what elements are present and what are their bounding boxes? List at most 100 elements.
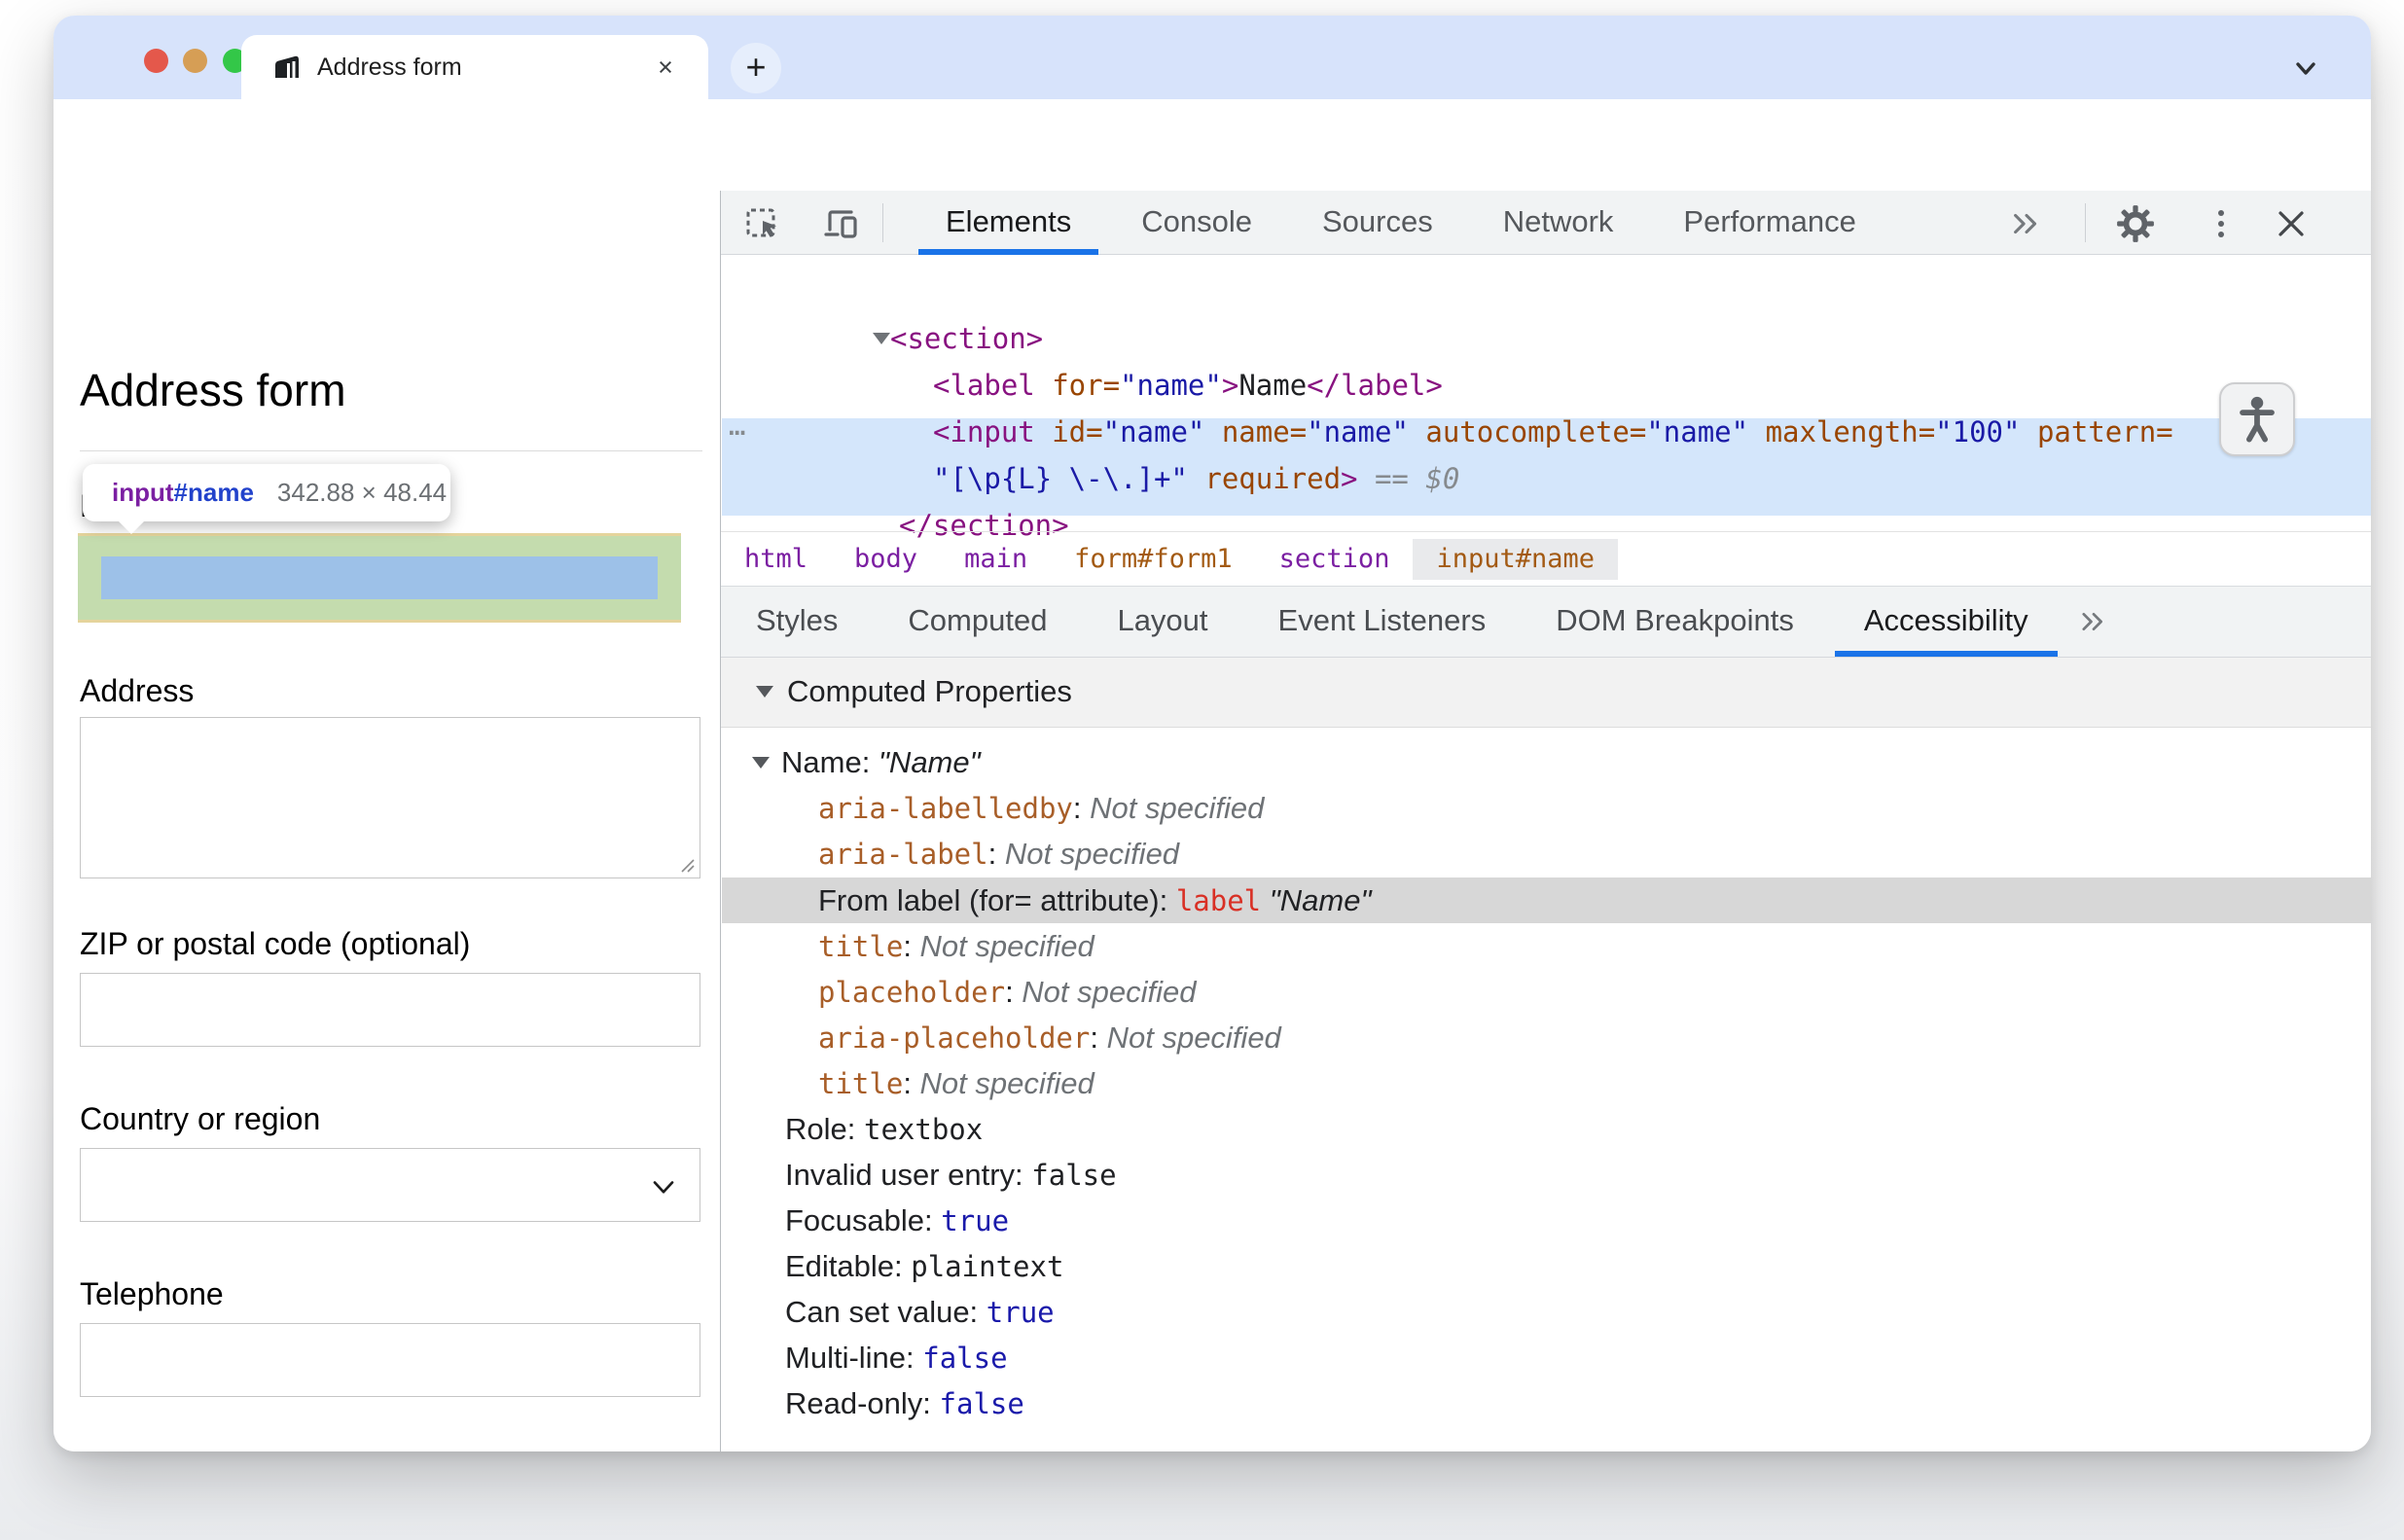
collapse-arrow-icon[interactable] bbox=[756, 686, 773, 698]
inspect-tooltip: input #name 342.88 × 48.44 bbox=[83, 464, 450, 534]
more-panels-button[interactable] bbox=[2005, 202, 2048, 245]
a11y-invalid-row: Invalid user entry: false bbox=[785, 1158, 1117, 1192]
country-label: Country or region bbox=[80, 1101, 321, 1136]
tooltip-dimensions: 342.88 × 48.44 bbox=[276, 478, 448, 507]
selected-node-highlight bbox=[722, 418, 2371, 516]
more-sidebar-tabs-button[interactable] bbox=[2063, 587, 2124, 657]
a11y-source-highlight bbox=[722, 877, 2371, 923]
gear-icon bbox=[2117, 205, 2154, 242]
inspect-highlight-border bbox=[78, 533, 681, 623]
tab-close-icon[interactable]: × bbox=[658, 53, 673, 82]
collapse-arrow-icon[interactable] bbox=[752, 757, 770, 769]
a11y-focusable-row: Focusable: true bbox=[785, 1203, 1010, 1237]
tab-strip-chevron-icon[interactable] bbox=[2286, 49, 2325, 88]
node-more-actions-button[interactable]: ⋯ bbox=[729, 415, 746, 448]
tooltip-arrow bbox=[118, 520, 145, 534]
resize-grip-icon bbox=[681, 859, 695, 873]
page-content: Address form Name input #name 342.88 × 4… bbox=[54, 191, 720, 1451]
a11y-multiline-row: Multi-line: false bbox=[785, 1341, 1008, 1375]
devtools-tab-bar: Elements Console Sources Network Perform… bbox=[911, 191, 1891, 255]
dom-tree: <section> <label for="name">Name</label>… bbox=[721, 255, 2371, 542]
dom-row-label[interactable]: <label for="name">Name</label> bbox=[933, 369, 1443, 402]
address-label: Address bbox=[80, 673, 195, 708]
devtools-toolbar: Elements Console Sources Network Perform… bbox=[721, 191, 2371, 255]
telephone-label: Telephone bbox=[80, 1276, 224, 1311]
page-title: Address form bbox=[80, 365, 346, 415]
inspect-highlight-padding bbox=[78, 536, 681, 620]
browser-tab[interactable]: Address form × bbox=[241, 35, 708, 99]
devtools-close-button[interactable] bbox=[2270, 202, 2313, 245]
sidebar-tab-bar: Styles Computed Layout Event Listeners D… bbox=[721, 586, 2371, 658]
devtools-settings-button[interactable] bbox=[2114, 202, 2157, 245]
a11y-prop-row: title: Not specified bbox=[818, 929, 1094, 963]
tab-dom-breakpoints[interactable]: DOM Breakpoints bbox=[1556, 603, 1794, 637]
dom-row-input-line1[interactable]: <input id="name" name="name" autocomplet… bbox=[933, 415, 2173, 448]
dom-row-section-open[interactable]: <section> bbox=[873, 315, 1043, 362]
kebab-icon bbox=[2218, 210, 2224, 237]
tab-layout[interactable]: Layout bbox=[1117, 603, 1208, 637]
breadcrumb-form[interactable]: form#form1 bbox=[1074, 543, 1233, 574]
dom-row-section-close[interactable]: </section> bbox=[899, 509, 1069, 542]
new-tab-button[interactable]: + bbox=[731, 43, 781, 93]
telephone-input[interactable] bbox=[80, 1323, 700, 1397]
tab-performance[interactable]: Performance bbox=[1683, 204, 1856, 238]
expand-arrow-icon[interactable] bbox=[873, 333, 890, 344]
tab-strip: Address form × + bbox=[54, 16, 2371, 99]
address-textarea[interactable] bbox=[80, 717, 700, 878]
a11y-editable-row: Editable: plaintext bbox=[785, 1249, 1064, 1283]
country-select[interactable] bbox=[80, 1148, 700, 1222]
tab-console[interactable]: Console bbox=[1141, 204, 1252, 238]
close-icon bbox=[2278, 211, 2304, 236]
computed-properties-header[interactable]: Computed Properties bbox=[721, 658, 2371, 728]
devtools-menu-button[interactable] bbox=[2200, 202, 2243, 245]
breadcrumb: html body main form#form1 section input#… bbox=[721, 531, 2371, 586]
tab-event-listeners[interactable]: Event Listeners bbox=[1277, 603, 1487, 637]
tab-accessibility[interactable]: Accessibility bbox=[1829, 587, 2063, 657]
device-toolbar-button[interactable] bbox=[820, 202, 863, 245]
breadcrumb-body[interactable]: body bbox=[854, 543, 918, 574]
chevron-down-icon bbox=[653, 1181, 674, 1194]
dom-row-input-line2[interactable]: "[\p{L} \-\.]+" required> == $0 bbox=[933, 462, 1460, 495]
devtools-toolbar-separator bbox=[882, 203, 883, 242]
tab-computed[interactable]: Computed bbox=[908, 603, 1048, 637]
a11y-prop-row: aria-labelledby: Not specified bbox=[818, 791, 1265, 825]
accessibility-overlay-button[interactable] bbox=[2219, 382, 2295, 456]
double-chevron-icon bbox=[2014, 213, 2037, 234]
a11y-prop-row: aria-placeholder: Not specified bbox=[818, 1021, 1281, 1055]
zip-input[interactable] bbox=[80, 973, 700, 1047]
a11y-name-row[interactable]: Name: "Name" bbox=[752, 739, 981, 785]
a11y-prop-row: aria-label: Not specified bbox=[818, 837, 1180, 871]
tab-styles[interactable]: Styles bbox=[756, 603, 839, 637]
browser-window: Address form × + address bbox=[54, 16, 2371, 1451]
breadcrumb-main[interactable]: main bbox=[964, 543, 1028, 574]
inspect-cursor-icon bbox=[746, 208, 776, 237]
tooltip-selector-id: #name bbox=[173, 478, 254, 507]
accessibility-person-icon bbox=[2240, 396, 2275, 443]
browser-toolbar: address-form.glitch.me bbox=[54, 99, 2371, 259]
name-input-highlighted[interactable] bbox=[101, 556, 658, 599]
tab-network[interactable]: Network bbox=[1502, 204, 1614, 238]
a11y-canset-row: Can set value: true bbox=[785, 1295, 1055, 1329]
devtools-toolbar-separator-2 bbox=[2085, 203, 2086, 242]
a11y-prop-row: title: Not specified bbox=[818, 1066, 1094, 1100]
breadcrumb-html[interactable]: html bbox=[744, 543, 808, 574]
tab-elements[interactable]: Elements bbox=[911, 191, 1106, 255]
heading-divider bbox=[80, 450, 702, 451]
breadcrumb-section[interactable]: section bbox=[1278, 543, 1390, 574]
tooltip-selector-tag: input bbox=[112, 478, 174, 507]
tab-title: Address form bbox=[317, 54, 462, 81]
tab-favicon-icon bbox=[272, 54, 302, 83]
traffic-light-minimize[interactable] bbox=[183, 49, 207, 73]
device-toolbar-icon bbox=[824, 210, 857, 238]
inspect-element-button[interactable] bbox=[742, 202, 785, 245]
a11y-role-row: Role: textbox bbox=[785, 1112, 984, 1146]
a11y-readonly-row: Read-only: false bbox=[785, 1386, 1024, 1420]
traffic-light-close[interactable] bbox=[144, 49, 168, 73]
devtools-panel: Elements Console Sources Network Perform… bbox=[720, 191, 2371, 1451]
a11y-from-label-row: From label (for= attribute): label "Name… bbox=[818, 883, 1372, 917]
tab-sources[interactable]: Sources bbox=[1321, 204, 1433, 238]
zip-label: ZIP or postal code (optional) bbox=[80, 926, 471, 961]
double-chevron-icon bbox=[2082, 612, 2102, 631]
breadcrumb-input-selected[interactable]: input#name bbox=[1413, 538, 1619, 580]
